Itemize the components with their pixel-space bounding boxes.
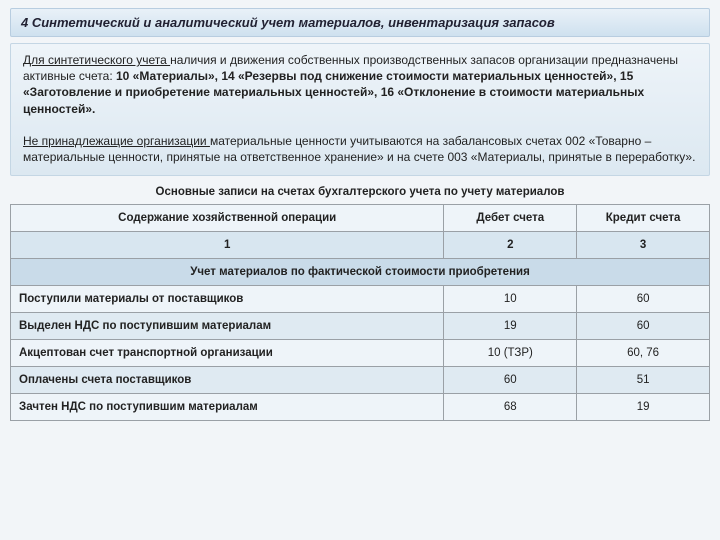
table-header-row: Содержание хозяйственной операции Дебет … [11, 205, 710, 232]
info-p2-underlined: Не принадлежащие организации [23, 134, 210, 148]
cell-debit: 19 [444, 313, 577, 340]
slide-title: 4 Синтетический и аналитический учет мат… [10, 8, 710, 37]
section-label: Учет материалов по фактической стоимости… [11, 259, 710, 286]
cell-desc: Выделен НДС по поступившим материалам [11, 313, 444, 340]
cell-debit: 68 [444, 394, 577, 421]
numcell-3: 3 [577, 232, 710, 259]
numcell-2: 2 [444, 232, 577, 259]
header-credit: Кредит счета [577, 205, 710, 232]
cell-credit: 51 [577, 367, 710, 394]
cell-desc: Оплачены счета поставщиков [11, 367, 444, 394]
cell-debit: 10 [444, 286, 577, 313]
info-p1-underlined: Для синтетического учета [23, 53, 170, 67]
info-box: Для синтетического учета наличия и движе… [10, 43, 710, 176]
cell-credit: 60, 76 [577, 340, 710, 367]
cell-debit: 60 [444, 367, 577, 394]
cell-desc: Зачтен НДС по поступившим материалам [11, 394, 444, 421]
cell-desc: Акцептован счет транспортной организации [11, 340, 444, 367]
cell-credit: 60 [577, 286, 710, 313]
info-p1-bold: 10 «Материалы», 14 «Резервы под снижение… [23, 69, 644, 115]
header-desc: Содержание хозяйственной операции [11, 205, 444, 232]
table-row: Выделен НДС по поступившим материалам 19… [11, 313, 710, 340]
table-row: Оплачены счета поставщиков 60 51 [11, 367, 710, 394]
table-section-row: Учет материалов по фактической стоимости… [11, 259, 710, 286]
table-caption: Основные записи на счетах бухгалтерского… [10, 186, 710, 198]
numcell-1: 1 [11, 232, 444, 259]
info-paragraph-2: Не принадлежащие организации материальны… [23, 133, 697, 165]
table-row: Зачтен НДС по поступившим материалам 68 … [11, 394, 710, 421]
accounting-table: Содержание хозяйственной операции Дебет … [10, 204, 710, 421]
cell-credit: 60 [577, 313, 710, 340]
header-debit: Дебет счета [444, 205, 577, 232]
cell-debit: 10 (ТЗР) [444, 340, 577, 367]
info-paragraph-1: Для синтетического учета наличия и движе… [23, 52, 697, 117]
cell-desc: Поступили материалы от поставщиков [11, 286, 444, 313]
cell-credit: 19 [577, 394, 710, 421]
table-row: Поступили материалы от поставщиков 10 60 [11, 286, 710, 313]
table-number-row: 1 2 3 [11, 232, 710, 259]
table-row: Акцептован счет транспортной организации… [11, 340, 710, 367]
slide: 4 Синтетический и аналитический учет мат… [0, 0, 720, 540]
